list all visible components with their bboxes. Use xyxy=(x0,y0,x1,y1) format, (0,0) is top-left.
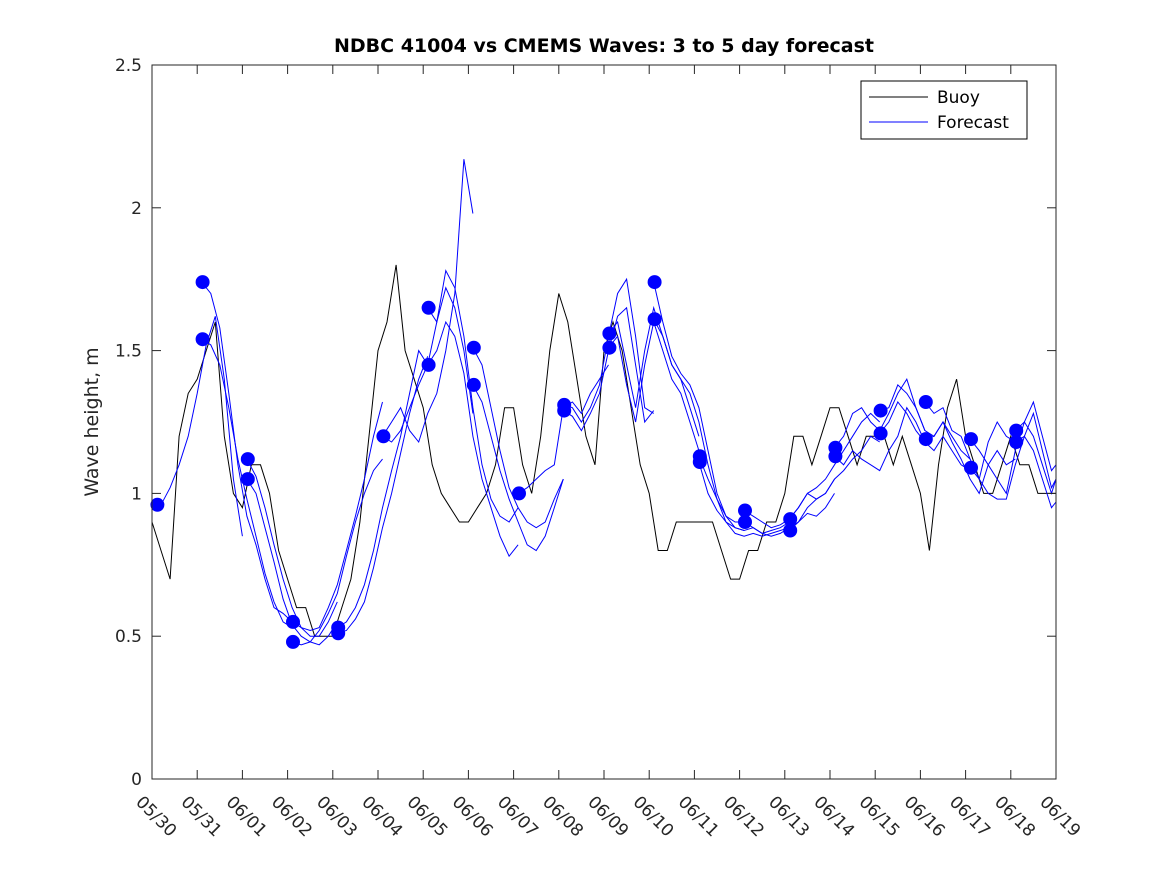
forecast-series-line-35 xyxy=(969,420,1057,496)
forecast-series-line-30 xyxy=(834,406,926,472)
forecast-series-line-6 xyxy=(291,401,383,632)
legend-box xyxy=(860,80,1028,140)
forecast-series-line-23 xyxy=(698,456,790,534)
forecast-series-line-28 xyxy=(788,435,880,531)
forecast-start-marker-32 xyxy=(918,432,933,447)
forecast-start-marker-1 xyxy=(195,275,210,290)
forecast-start-marker-31 xyxy=(918,395,933,409)
forecast-start-marker-34 xyxy=(964,460,978,475)
legend: Buoy Forecast xyxy=(860,80,1028,140)
legend-label-forecast: Forecast xyxy=(937,113,1009,133)
forecast-start-marker-20 xyxy=(647,312,662,327)
forecast-series-line-37 xyxy=(1014,400,1057,472)
y-tick-label-3: 1.5 xyxy=(115,342,142,362)
forecast-series-line-4 xyxy=(246,458,338,637)
forecast-series-line-9 xyxy=(337,356,429,634)
forecast-start-marker-29 xyxy=(873,403,888,418)
forecast-start-marker-2 xyxy=(195,332,210,347)
y-tick-label-0: 0 xyxy=(131,770,142,790)
forecast-start-marker-19 xyxy=(647,275,662,290)
forecast-start-marker-14 xyxy=(512,486,526,501)
y-tick-label-2: 1 xyxy=(131,484,142,504)
forecast-start-marker-12 xyxy=(466,340,481,355)
forecast-start-marker-11 xyxy=(421,357,436,372)
marker-layer xyxy=(150,275,1024,649)
forecast-start-marker-4 xyxy=(240,472,255,487)
forecast-start-marker-33 xyxy=(964,432,978,447)
forecast-start-marker-6 xyxy=(286,634,300,649)
y-axis-label: Wave height, m xyxy=(81,347,103,496)
forecast-series-line-12 xyxy=(427,269,519,523)
forecast-series-line-38 xyxy=(1015,411,1057,490)
forecast-start-marker-17 xyxy=(602,326,617,341)
forecast-start-marker-0 xyxy=(150,497,165,512)
forecast-series-line-19 xyxy=(608,305,700,437)
plot-area xyxy=(152,65,1056,779)
y-tick-label-4: 2 xyxy=(131,199,142,219)
forecast-start-marker-13 xyxy=(466,377,481,392)
forecast-series-line-8 xyxy=(337,349,429,629)
legend-label-buoy: Buoy xyxy=(937,88,980,108)
forecast-series-line-27 xyxy=(788,412,881,520)
forecast-series-line-1 xyxy=(152,316,243,537)
forecast-series-line-21 xyxy=(653,281,745,523)
forecast-start-marker-30 xyxy=(873,426,888,441)
forecast-series-line-13 xyxy=(427,320,519,558)
chart-title: NDBC 41004 vs CMEMS Waves: 3 to 5 day fo… xyxy=(334,35,874,57)
forecast-series-line-31 xyxy=(879,384,971,460)
forecast-series-line-22 xyxy=(653,318,745,531)
forecast-start-marker-5 xyxy=(286,614,300,629)
forecast-series-line-36 xyxy=(969,435,1057,509)
forecast-start-marker-9 xyxy=(376,429,391,444)
y-tick-label-1: 0.5 xyxy=(115,627,142,647)
y-tick-label-5: 2.5 xyxy=(115,56,142,76)
series-layer xyxy=(151,159,1057,646)
forecast-series-line-24 xyxy=(698,461,790,537)
forecast-series-line-15 xyxy=(472,384,564,552)
forecast-series-line-33 xyxy=(924,401,1016,481)
forecast-series-line-10 xyxy=(382,159,474,444)
forecast-start-marker-28 xyxy=(828,449,843,464)
forecast-start-marker-16 xyxy=(557,403,572,418)
forecast-start-marker-36 xyxy=(1009,435,1024,449)
forecast-series-line-3 xyxy=(201,338,293,629)
forecast-start-marker-24 xyxy=(738,515,752,529)
forecast-start-marker-8 xyxy=(331,626,346,641)
forecast-series-line-14 xyxy=(472,347,564,529)
forecast-start-marker-3 xyxy=(240,452,255,467)
forecast-start-marker-26 xyxy=(783,523,798,538)
forecast-start-marker-10 xyxy=(421,300,436,315)
forecast-start-marker-18 xyxy=(602,340,617,355)
forecast-series-line-34 xyxy=(924,420,1016,495)
forecast-series-line-7 xyxy=(291,458,383,646)
forecast-start-marker-22 xyxy=(692,455,707,469)
